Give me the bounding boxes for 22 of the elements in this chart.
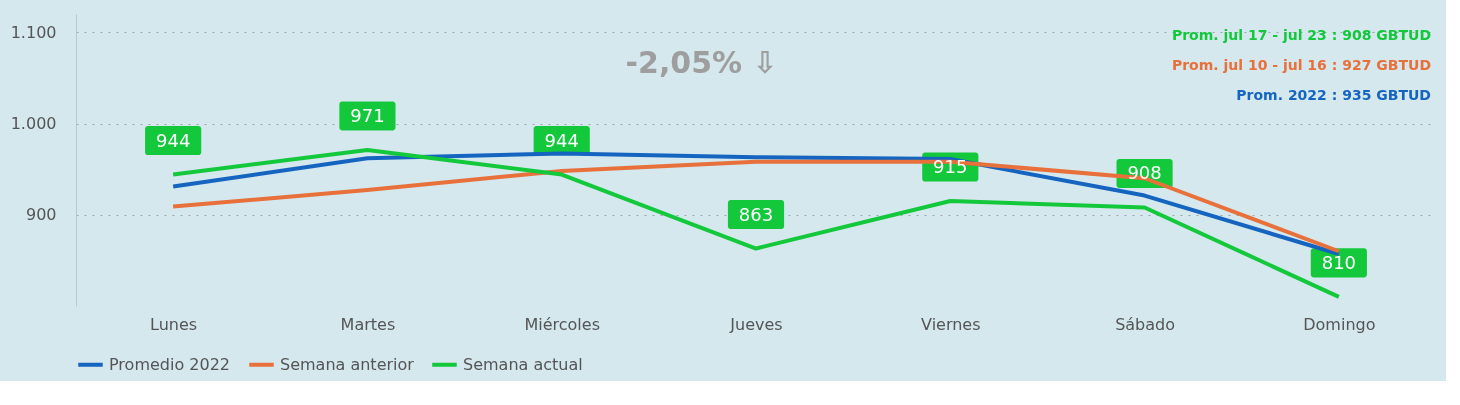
annotation: Prom. jul 10 - jul 16 : 927 GBTUD: [1171, 57, 1431, 73]
x-tick-label: Jueves: [729, 314, 783, 334]
annotation: Prom. jul 17 - jul 23 : 908 GBTUD: [1171, 27, 1431, 43]
data-label: 944: [155, 129, 191, 151]
data-label: 810: [1321, 251, 1357, 273]
x-tick-label: Viernes: [921, 314, 981, 334]
x-tick-label: Martes: [340, 314, 396, 334]
x-tick-label: Domingo: [1303, 314, 1376, 334]
legend-label: Semana anterior: [280, 354, 415, 374]
annotation: -2,05% ⇩: [625, 45, 778, 80]
legend-label: Promedio 2022: [109, 354, 231, 374]
data-label: 971: [350, 104, 385, 126]
legend-label: Semana actual: [463, 354, 583, 374]
y-tick-label: 1.100: [10, 22, 57, 42]
data-label: 863: [738, 203, 774, 225]
y-tick-label: 1.000: [10, 114, 57, 133]
x-tick-label: Miércoles: [524, 314, 600, 334]
y-tick-label: 900: [25, 205, 57, 225]
data-label: 944: [544, 129, 579, 151]
x-tick-label: Lunes: [150, 314, 198, 334]
x-tick-label: Sábado: [1115, 314, 1176, 334]
annotation: Prom. 2022 : 935 GBTUD: [1236, 87, 1431, 103]
